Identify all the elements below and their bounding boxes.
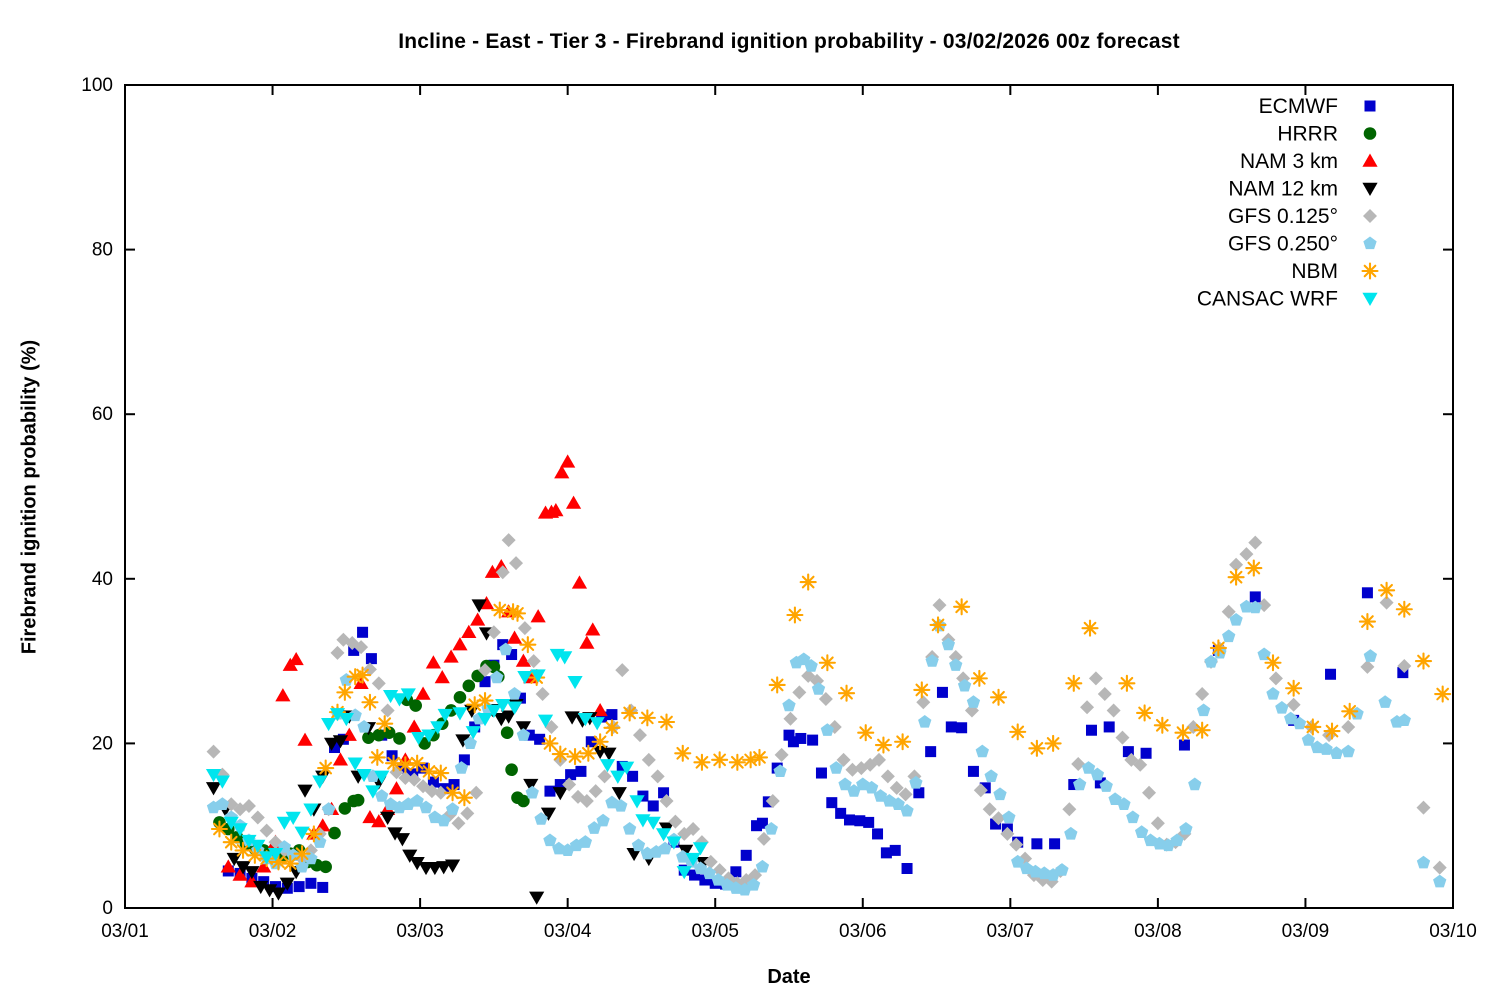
series-nbm: [210, 559, 1452, 873]
legend-label: GFS 0.250°: [1228, 233, 1338, 256]
legend: ECMWF HRRR NAM 3 km NAM 12 km GFS 0.125° GFS …: [1197, 95, 1379, 311]
x-tick-label: 03/09: [1282, 921, 1330, 942]
axes: 03/01 03/02 03/03 03/04 03/05 03/06 03/07 03/08…: [81, 75, 1476, 942]
series-gfs-0-250-: [206, 599, 1447, 896]
legend-label: CANSAC WRF: [1197, 288, 1338, 311]
x-tick-label: 03/10: [1429, 921, 1477, 942]
y-tick-label: 80: [92, 240, 113, 261]
x-tick-label: 03/05: [691, 921, 739, 942]
chart-title: Incline - East - Tier 3 - Firebrand igni…: [398, 30, 1180, 53]
x-axis-label: Date: [767, 966, 811, 988]
legend-label: NAM 12 km: [1228, 178, 1338, 201]
series-cansac-wrf: [205, 648, 709, 880]
x-tick-label: 03/01: [101, 921, 149, 942]
legend-label: NAM 3 km: [1240, 150, 1338, 173]
y-tick-label: 0: [102, 898, 113, 919]
y-tick-label: 20: [92, 733, 113, 754]
x-tick-label: 03/02: [249, 921, 297, 942]
legend-label: HRRR: [1277, 123, 1338, 146]
legend-label: ECMWF: [1259, 95, 1338, 118]
x-tick-label: 03/03: [396, 921, 444, 942]
x-tick-label: 03/07: [987, 921, 1035, 942]
x-tick-label: 03/08: [1134, 921, 1182, 942]
x-tick-label: 03/06: [839, 921, 887, 942]
y-tick-label: 100: [81, 75, 113, 96]
y-tick-label: 60: [92, 404, 113, 425]
x-tick-label: 03/04: [544, 921, 592, 942]
y-tick-label: 40: [92, 569, 113, 590]
legend-label: GFS 0.125°: [1228, 205, 1338, 228]
series-nam-3-km: [220, 454, 608, 888]
legend-label: NBM: [1291, 260, 1338, 283]
series-gfs-0-125-: [206, 533, 1447, 891]
